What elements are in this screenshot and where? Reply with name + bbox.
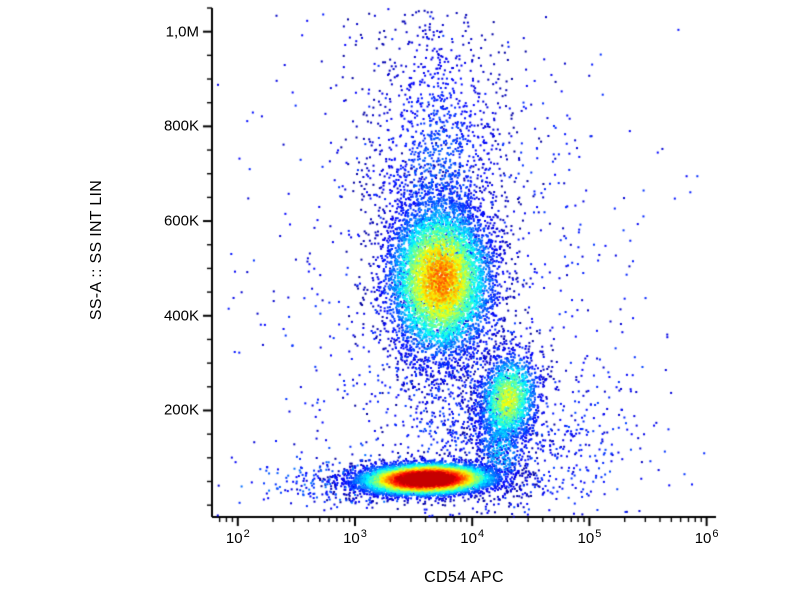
x-axis-title: CD54 APC (424, 569, 504, 586)
y-axis-title: SS-A :: SS INT LIN (88, 179, 105, 321)
